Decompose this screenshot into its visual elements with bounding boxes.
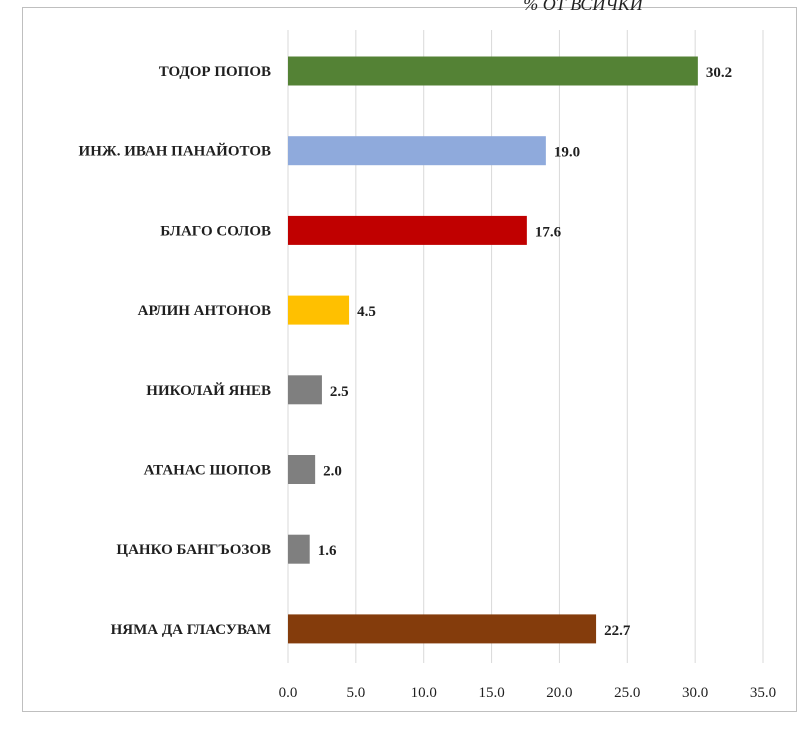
x-tick-label: 30.0: [682, 685, 708, 701]
bar: [288, 56, 698, 86]
category-label: НЯМА ДА ГЛАСУВАМ: [111, 622, 271, 638]
x-tick-label: 10.0: [411, 685, 437, 701]
data-label: 1.6: [318, 543, 337, 559]
category-label: АРЛИН АНТОНОВ: [138, 303, 271, 319]
bar: [288, 534, 310, 564]
x-tick-label: 20.0: [546, 685, 572, 701]
bar: [288, 375, 322, 405]
category-label: ИНЖ. ИВАН ПАНАЙОТОВ: [79, 143, 271, 160]
data-label: 2.5: [330, 384, 349, 400]
bar: [288, 215, 527, 245]
x-tick-label: 25.0: [614, 685, 640, 701]
category-label: НИКОЛАЙ ЯНЕВ: [146, 382, 271, 399]
chart-title: % ОТ ВСИЧКИ: [523, 0, 643, 14]
data-label: 19.0: [554, 145, 580, 161]
category-label: БЛАГО СОЛОВ: [160, 223, 271, 239]
data-label: 22.7: [604, 623, 631, 639]
x-tick-label: 5.0: [346, 685, 365, 701]
x-tick-label: 0.0: [279, 685, 298, 701]
bar: [288, 614, 597, 644]
bar: [288, 455, 316, 484]
chart-frame: % ОТ ВСИЧКИ 0.0 5.0 10.0 15.0 20.0 25.0 30.0 35…: [22, 0, 797, 712]
bar: [288, 136, 546, 166]
x-tick-label: 15.0: [478, 685, 504, 701]
bar-chart: 0.0 5.0 10.0 15.0 20.0 25.0 30.0 35.0 ТОДОР ПОПО…: [79, 30, 776, 701]
bar: [288, 295, 350, 325]
category-label: ТОДОР ПОПОВ: [159, 64, 271, 80]
data-label: 17.6: [535, 224, 562, 240]
category-label: ЦАНКО БАНГЪОЗОВ: [116, 542, 271, 558]
x-tick-label: 35.0: [750, 685, 776, 701]
data-label: 2.0: [323, 464, 342, 480]
data-label: 30.2: [706, 65, 732, 81]
data-label: 4.5: [357, 304, 376, 320]
category-label: АТАНАС ШОПОВ: [144, 463, 271, 479]
